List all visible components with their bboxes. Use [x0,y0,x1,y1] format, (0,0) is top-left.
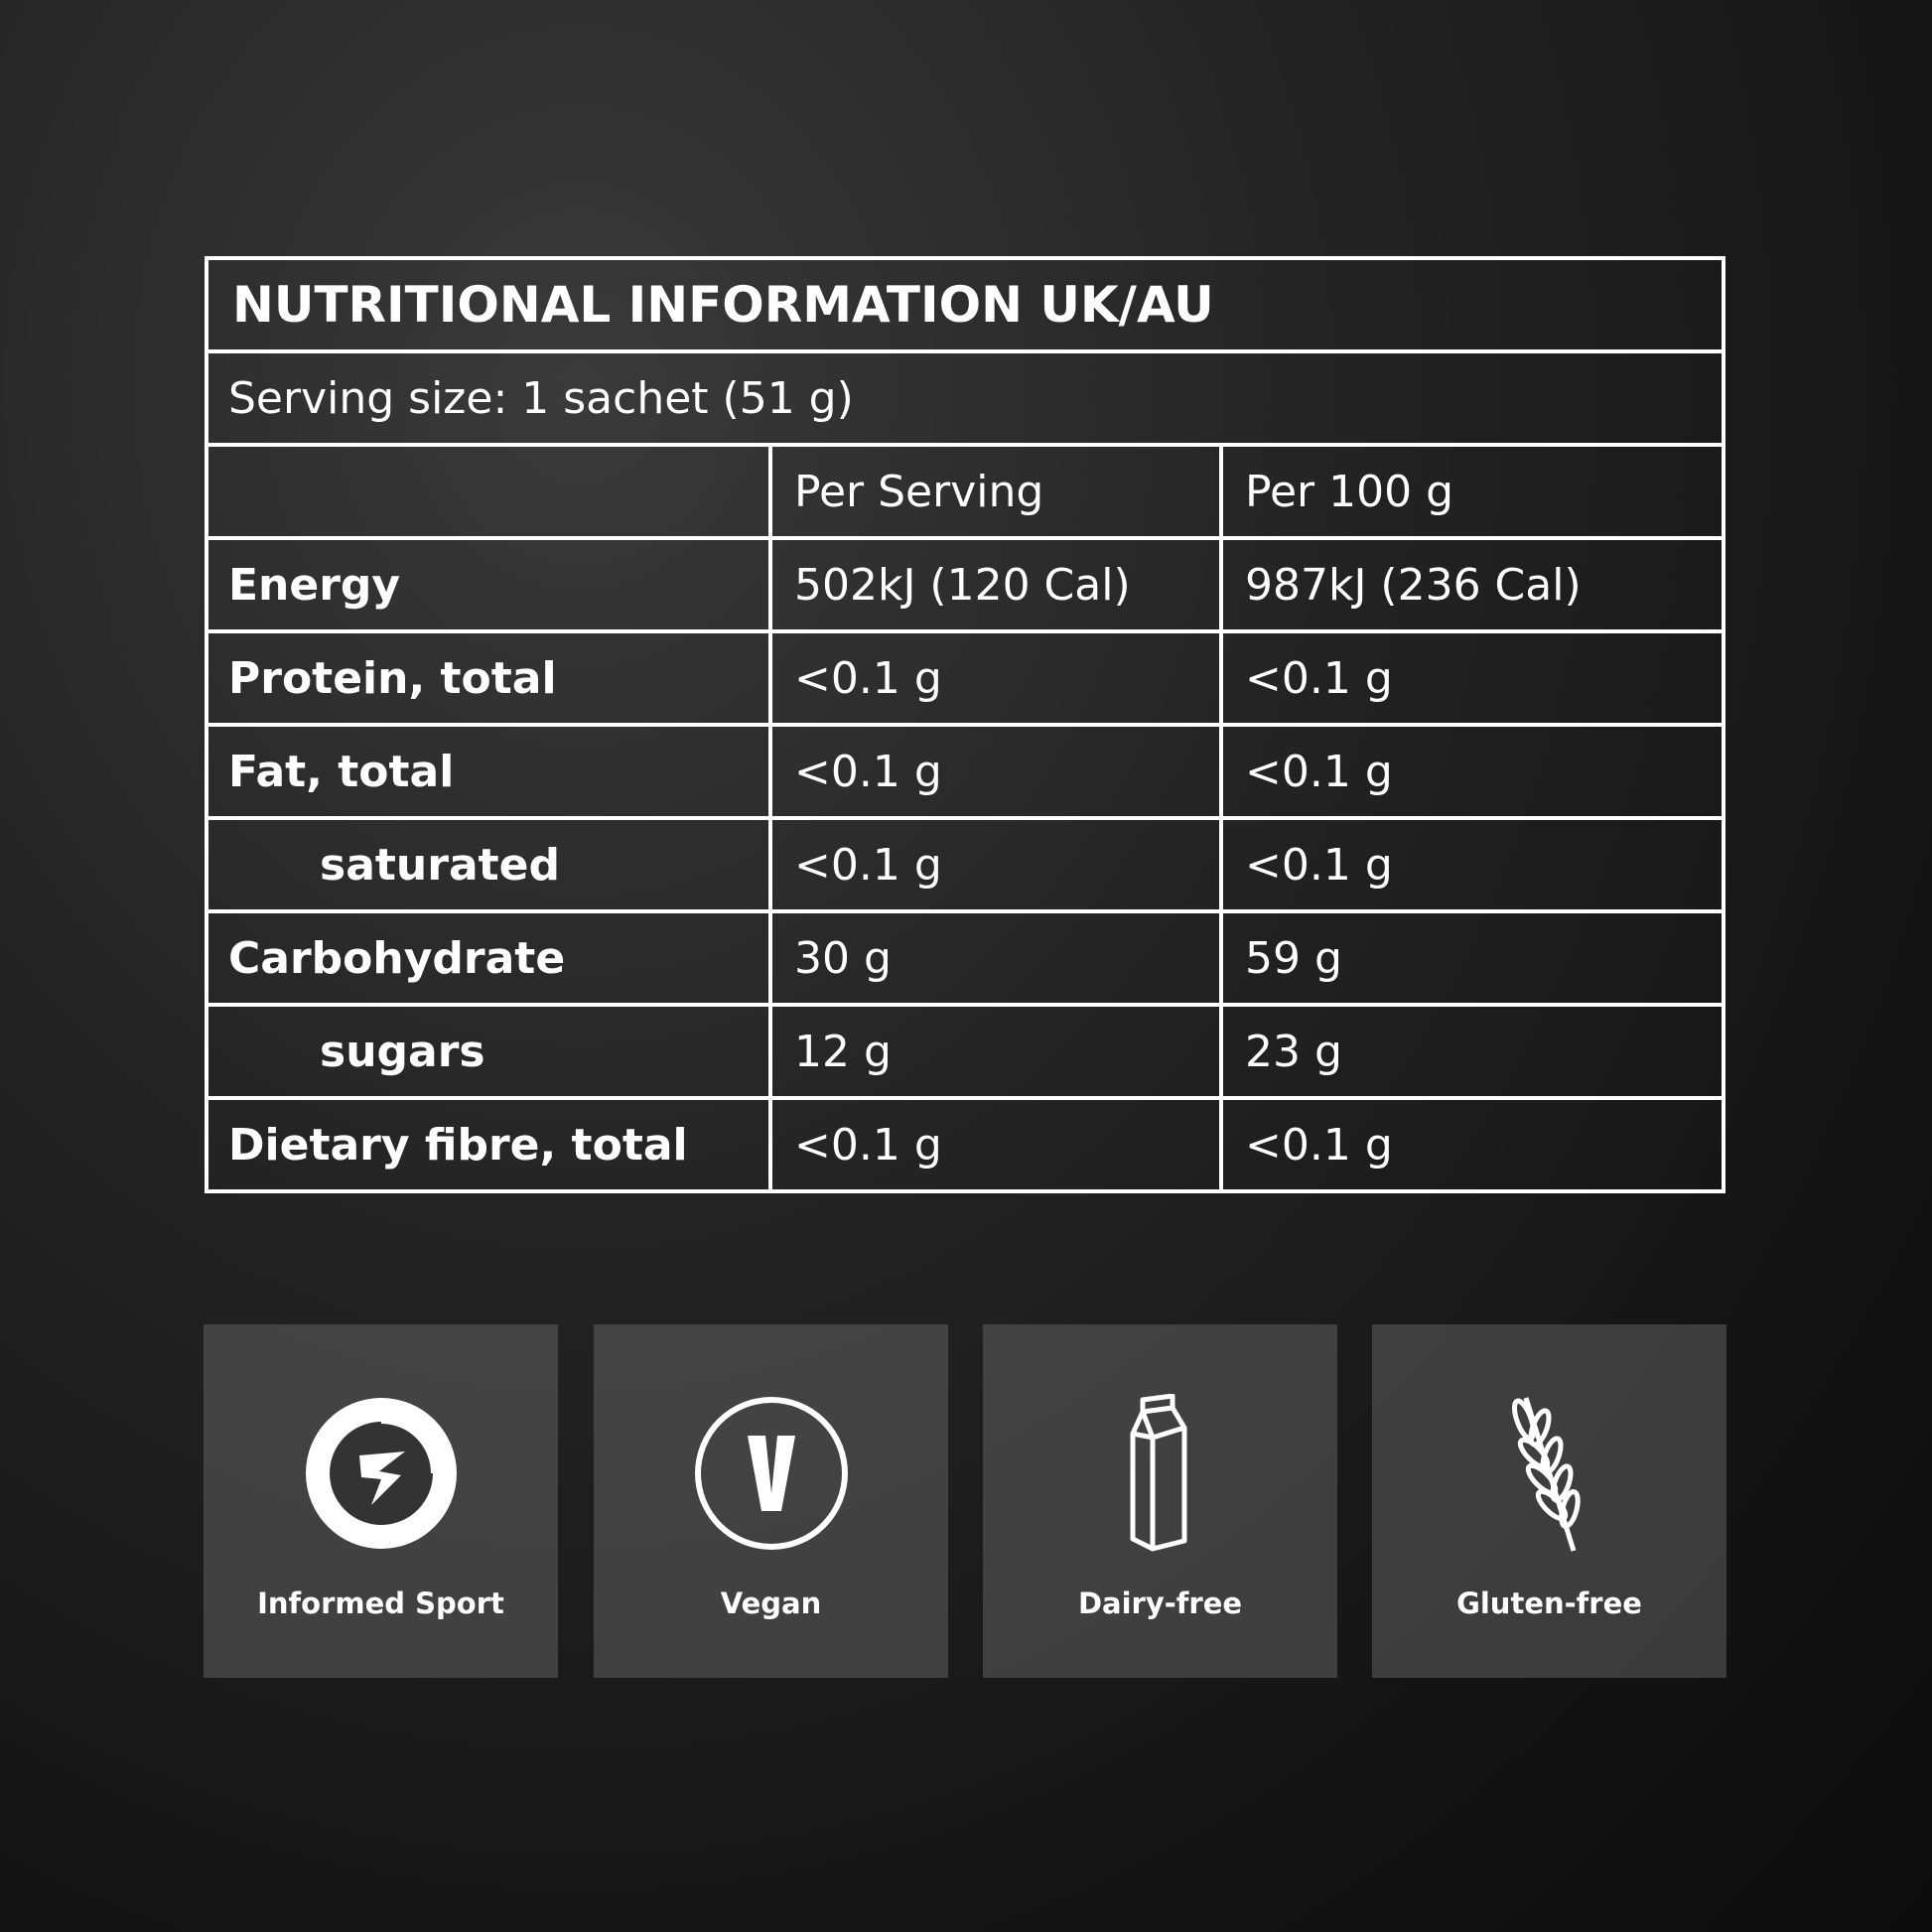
table-row: Carbohydrate 30 g 59 g [208,909,1722,1003]
per-100g-value: <0.1 g [1245,839,1393,891]
badge-label: Informed Sport [257,1587,504,1620]
per-100g-value: <0.1 g [1245,1119,1393,1171]
table-row: sugars 12 g 23 g [208,1003,1722,1096]
per-serving-value: 30 g [772,913,1223,1003]
header-per-100g: Per 100 g [1245,466,1454,517]
header-row: Per Serving Per 100 g [208,443,1722,536]
per-100g-value: <0.1 g [1245,746,1393,797]
per-serving-value: 502kJ (120 Cal) [772,540,1223,629]
table-row: Protein, total <0.1 g <0.1 g [208,629,1722,723]
table-row: Energy 502kJ (120 Cal) 987kJ (236 Cal) [208,536,1722,629]
per-serving-value: <0.1 g [772,1100,1223,1189]
badge-label: Gluten-free [1456,1587,1642,1620]
per-serving-value: <0.1 g [772,633,1223,723]
per-serving-value: <0.1 g [772,727,1223,816]
milk-carton-icon [1130,1394,1186,1552]
wheat-icon [1511,1397,1581,1552]
nutrient-label: sugars [208,1007,772,1096]
per-100g-value: 59 g [1245,932,1342,984]
table-title: NUTRITIONAL INFORMATION UK/AU [232,276,1214,334]
header-empty [208,447,772,536]
badge-label: Dairy-free [1077,1587,1243,1620]
table-row: Dietary fibre, total <0.1 g <0.1 g [208,1096,1722,1189]
badge-vegan: Vegan [594,1324,948,1678]
informed-sport-logo [305,1398,457,1549]
per-serving-value: 12 g [772,1007,1223,1096]
per-100g-value: 987kJ (236 Cal) [1245,559,1582,611]
per-100g-value: <0.1 g [1245,652,1393,704]
badge-dairy-free: Dairy-free [983,1324,1337,1678]
nutrient-label: saturated [208,820,772,909]
table-row: saturated <0.1 g <0.1 g [208,816,1722,909]
nutrient-label: Fat, total [208,727,772,816]
per-100g-value: 23 g [1245,1026,1342,1077]
header-per-serving: Per Serving [772,447,1223,536]
nutrient-label: Carbohydrate [208,913,772,1003]
nutrient-label: Energy [208,540,772,629]
badge-informed-sport: Informed Sport [204,1324,558,1678]
serving-size: Serving size: 1 sachet (51 g) [208,349,1722,443]
table-row: Fat, total <0.1 g <0.1 g [208,723,1722,816]
nutrient-label: Protein, total [208,633,772,723]
badge-label: Vegan [720,1587,822,1620]
vegan-v-icon [694,1397,848,1550]
per-serving-value: <0.1 g [772,820,1223,909]
nutrient-label: Dietary fibre, total [208,1100,772,1189]
badge-gluten-free: Gluten-free [1372,1324,1726,1678]
nutrition-table: NUTRITIONAL INFORMATION UK/AU Serving si… [205,256,1725,1193]
